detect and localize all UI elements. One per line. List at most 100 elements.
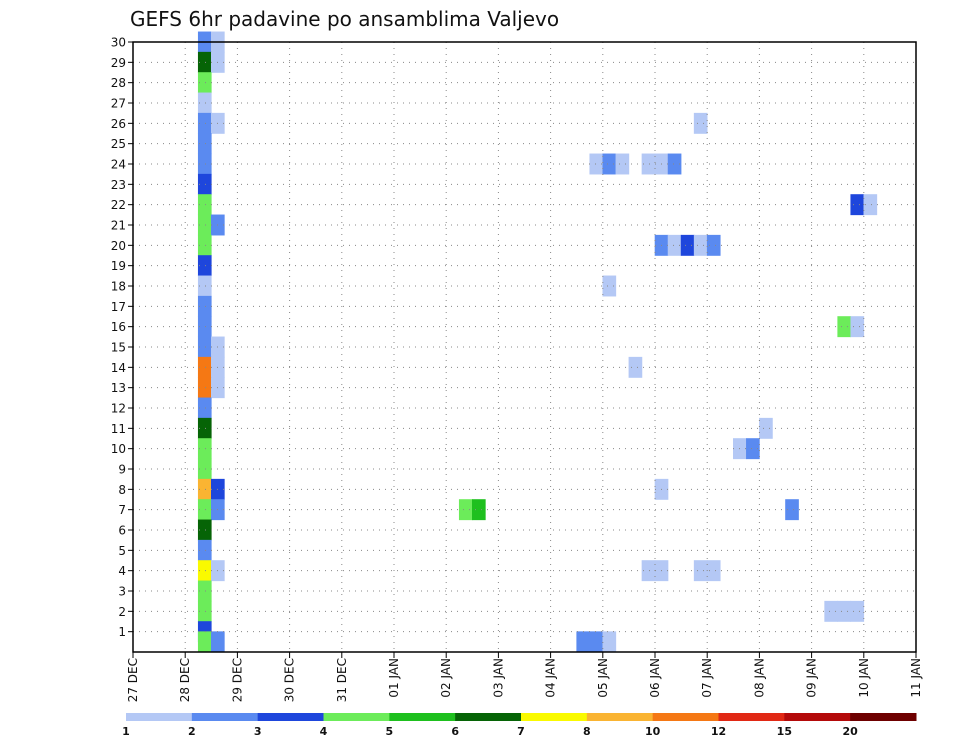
legend-label: 6 (451, 725, 459, 738)
x-tick-label: 07 JAN (700, 658, 714, 698)
heatmap-cell (197, 316, 212, 338)
y-tick-label: 29 (111, 56, 126, 70)
y-tick-label: 25 (111, 137, 126, 151)
heatmap-cell (197, 377, 212, 399)
x-tick-label: 03 JAN (491, 658, 505, 698)
heatmap-cell (197, 336, 212, 358)
y-tick-label: 28 (111, 76, 126, 90)
heatmap-cell (837, 316, 852, 338)
color-legend: 1 2 3 4 5 6 7 8 10 12 15 20 (122, 713, 917, 738)
heatmap-cell (458, 499, 473, 521)
heatmap-cell (693, 560, 708, 582)
y-tick-label: 30 (111, 36, 126, 50)
y-tick-label: 3 (118, 585, 126, 599)
y-tick-label: 17 (111, 300, 126, 314)
heatmap-cell (641, 153, 656, 175)
heatmap-cell (211, 631, 225, 653)
heatmap-cell (472, 499, 486, 521)
y-tick-label: 16 (111, 320, 126, 334)
heatmap-cell (197, 438, 212, 460)
heatmap-cell (706, 560, 721, 582)
x-tick-label: 31 DEC (335, 658, 349, 702)
heatmap-cell (850, 600, 865, 622)
y-tick-label: 23 (111, 178, 126, 192)
heatmap-cell (680, 234, 695, 256)
x-tick-label: 04 JAN (544, 658, 558, 698)
x-tick-label: 08 JAN (752, 658, 766, 698)
x-axis-ticks: 27 DEC 28 DEC 29 DEC 30 DEC 31 DEC 01 JAN 02 J… (126, 652, 923, 702)
x-tick-label: 10 JAN (857, 658, 871, 698)
legend-label: 15 (777, 725, 792, 738)
y-tick-label: 22 (111, 198, 126, 212)
heatmap-cell (197, 417, 212, 439)
legend-swatch (257, 713, 324, 721)
x-tick-label: 02 JAN (439, 658, 453, 698)
heatmap-cell (197, 397, 212, 419)
legend-label: 5 (386, 725, 394, 738)
x-tick-label: 09 JAN (805, 658, 819, 698)
heatmap-cell (693, 112, 708, 134)
x-tick-label: 29 DEC (230, 658, 244, 702)
legend-label: 12 (711, 725, 726, 738)
heatmap-cell (197, 499, 212, 521)
y-tick-label: 4 (118, 564, 126, 578)
x-tick-label: 30 DEC (283, 658, 297, 702)
legend-swatch (455, 713, 522, 721)
heatmap-cell (197, 458, 212, 480)
x-tick-label: 06 JAN (648, 658, 662, 698)
heatmap-cell (706, 234, 721, 256)
x-tick-label: 28 DEC (178, 658, 192, 702)
legend-swatch (126, 713, 193, 721)
y-tick-label: 5 (118, 544, 126, 558)
heatmap-cell (197, 560, 212, 582)
heatmap-cell (197, 92, 212, 114)
heatmap-cell (667, 234, 682, 256)
y-tick-label: 1 (118, 625, 126, 639)
legend-label: 20 (843, 725, 859, 738)
legend-swatch (389, 713, 456, 721)
y-tick-label: 21 (111, 219, 126, 233)
heatmap-cell (693, 234, 708, 256)
legend-swatch (784, 713, 851, 721)
legend-label: 8 (583, 725, 591, 738)
heatmap-cell (785, 499, 799, 521)
heatmap-cell (850, 194, 865, 216)
x-tick-label: 11 JAN (909, 658, 923, 698)
heatmap-cell (197, 255, 212, 277)
heatmap-cell (197, 173, 212, 195)
heatmap-cell (667, 153, 682, 175)
x-tick-label: 01 JAN (387, 658, 401, 698)
legend-swatch (718, 713, 785, 721)
heatmap-cell (197, 112, 212, 134)
legend-label: 10 (645, 725, 661, 738)
heatmap-cell (197, 295, 212, 317)
y-tick-label: 9 (118, 463, 126, 477)
y-tick-label: 18 (111, 280, 126, 294)
y-tick-label: 10 (111, 442, 126, 456)
heatmap-cell (197, 133, 212, 155)
heatmap-cell (641, 560, 656, 582)
heatmap-cell (615, 153, 630, 175)
y-tick-label: 8 (118, 483, 126, 497)
heatmap-cell (197, 600, 212, 622)
heatmap-cell (589, 631, 604, 653)
legend-swatch (521, 713, 588, 721)
legend-label: 7 (517, 725, 525, 738)
legend-swatch (652, 713, 719, 721)
x-tick-label: 27 DEC (126, 658, 140, 702)
legend-label: 3 (254, 725, 262, 738)
heatmap-cell (197, 631, 212, 653)
heatmap-cell (589, 153, 604, 175)
y-tick-label: 7 (118, 503, 126, 517)
heatmap-cell (197, 356, 212, 378)
heatmap-cell (576, 631, 591, 653)
heatmap-cell (197, 72, 212, 94)
legend-swatch (850, 713, 917, 721)
heatmap-cell (602, 631, 617, 653)
y-tick-label: 11 (111, 422, 126, 436)
y-axis-ticks: 1234567891011121314151617181920212223242… (111, 36, 133, 639)
y-tick-label: 20 (111, 239, 126, 253)
heatmap-cell (197, 214, 212, 236)
